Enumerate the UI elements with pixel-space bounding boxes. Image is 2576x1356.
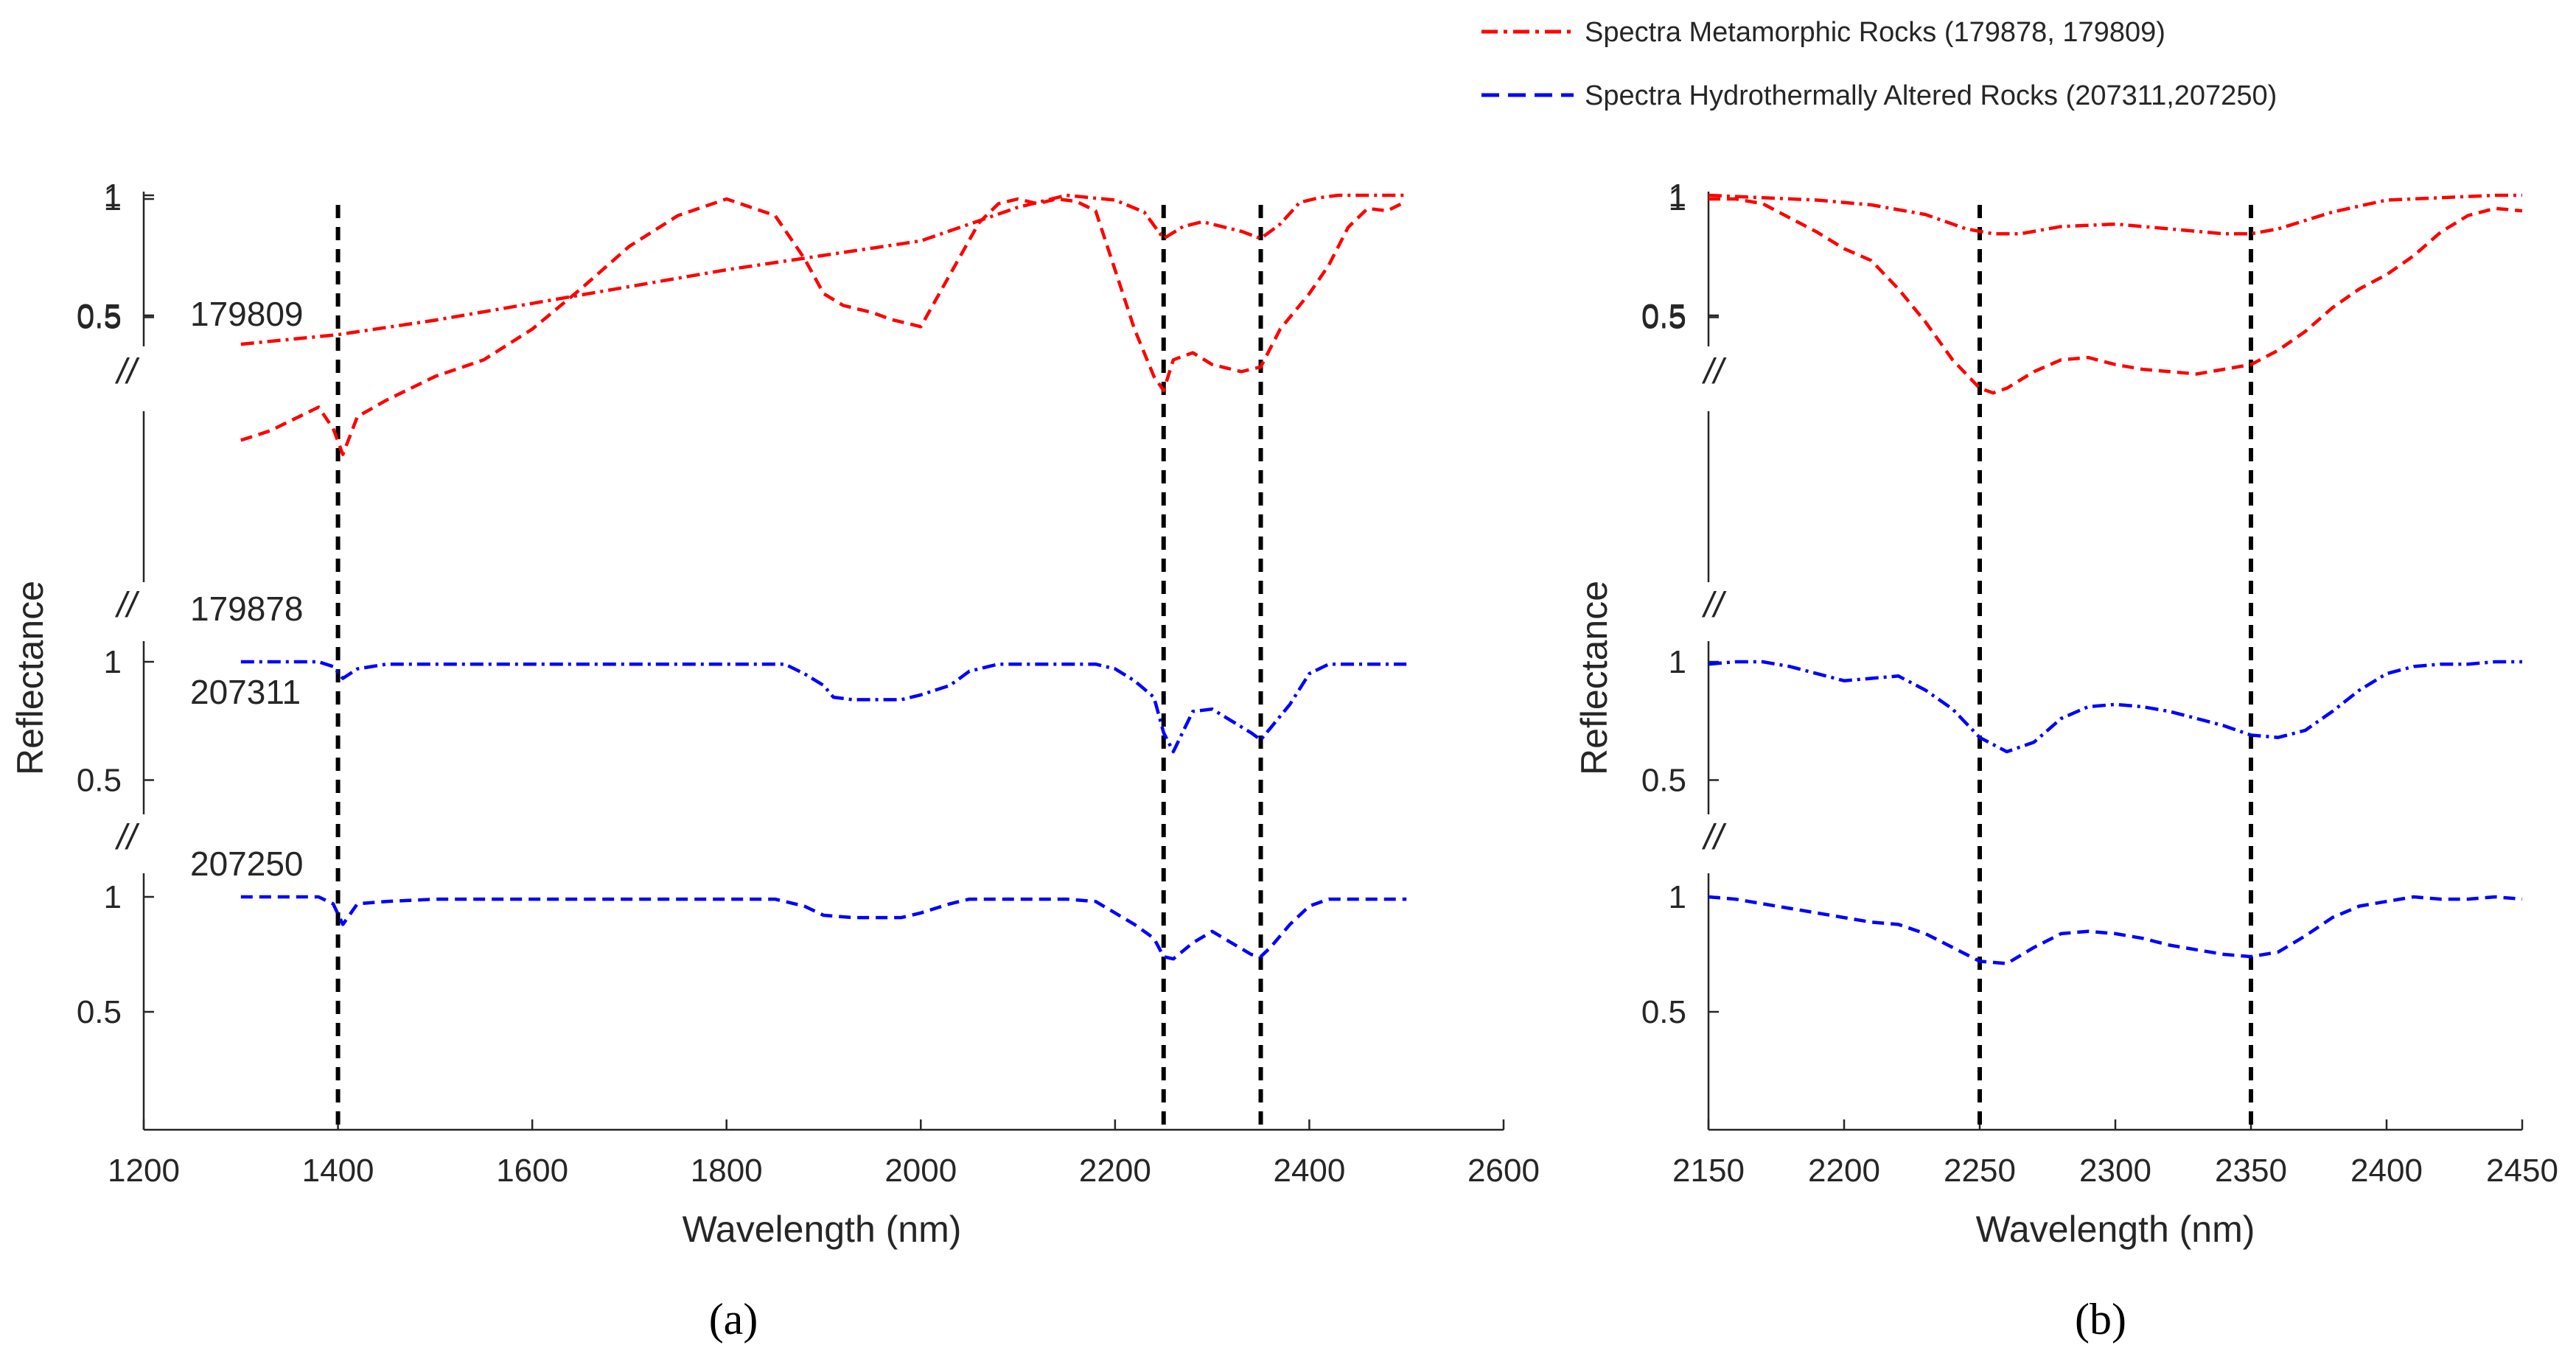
x-tick-label: 2200 xyxy=(1079,1153,1151,1189)
axis-break-mark: // xyxy=(1702,352,1727,391)
y-tick-label: 0.5 xyxy=(77,298,122,334)
axis-break-mark: // xyxy=(115,352,140,391)
legend: Spectra Metamorphic Rocks (179878, 17980… xyxy=(1481,17,2277,111)
y-tick-label: 0.5 xyxy=(1641,300,1686,336)
panel-a-y-ticks: 10.510.510.510.5 xyxy=(77,178,154,1030)
x-tick-label: 2400 xyxy=(2350,1153,2423,1189)
y-tick-label: 1 xyxy=(1669,879,1686,915)
legend-label-metamorphic: Spectra Metamorphic Rocks (179878, 17980… xyxy=(1585,17,2165,48)
x-tick-label: 2400 xyxy=(1273,1153,1345,1189)
sample-label-207311: 207311 xyxy=(190,673,301,711)
axis-break-mark: // xyxy=(115,818,140,857)
axis-break-mark: // xyxy=(115,586,140,625)
y-tick-label: 0.5 xyxy=(77,994,122,1030)
x-tick-label: 2250 xyxy=(1944,1153,2016,1189)
sample-label-207250: 207250 xyxy=(190,845,304,883)
panel-a-reference-lines xyxy=(335,205,1263,1130)
panel-b-reference-lines xyxy=(1978,205,2253,1130)
series-207311 xyxy=(1708,660,2522,754)
x-tick-label: 1400 xyxy=(302,1153,374,1189)
panel-a: // // // 10.510.510.510.5 1200 1400 1600 18… xyxy=(10,178,1540,1343)
x-tick-label: 1200 xyxy=(108,1153,180,1189)
y-tick-label: 1 xyxy=(1669,644,1686,680)
y-tick-label: 1 xyxy=(1669,178,1686,214)
y-tick-label: 1 xyxy=(104,178,122,214)
y-tick-label: 1 xyxy=(104,644,122,680)
panel-a-caption: (a) xyxy=(709,1295,758,1343)
x-tick-label: 2600 xyxy=(1467,1153,1540,1189)
x-tick-label: 2200 xyxy=(1808,1153,1880,1189)
series-207250 xyxy=(1708,895,2523,965)
series-179809 xyxy=(1708,193,2522,236)
panel-b-series xyxy=(1708,193,2523,965)
x-tick-label: 2300 xyxy=(2079,1153,2151,1189)
series-179878 xyxy=(240,197,1408,456)
y-tick-label: 0.5 xyxy=(1641,994,1686,1030)
panel-a-y-axis-title: Reflectance xyxy=(10,581,51,775)
axis-break-mark: // xyxy=(1702,586,1727,625)
series-179809 xyxy=(240,193,1407,346)
series-207250 xyxy=(240,895,1407,961)
panel-b-x-ticks: 2150 2200 2250 2300 2350 2400 2450 xyxy=(1672,1119,2558,1189)
y-tick-label: 0.5 xyxy=(77,300,122,336)
y-tick-label: 1 xyxy=(1669,181,1686,217)
series-179878 xyxy=(1708,197,2523,395)
y-tick-label: 0.5 xyxy=(1641,298,1686,334)
y-tick-label: 1 xyxy=(104,879,122,915)
x-tick-label: 1600 xyxy=(496,1153,568,1189)
y-tick-label: 1 xyxy=(104,181,122,217)
panel-a-x-axis-title: Wavelength (nm) xyxy=(683,1209,962,1250)
sample-label-179878: 179878 xyxy=(190,590,304,628)
x-tick-label: 2450 xyxy=(2486,1153,2558,1189)
series-207311 xyxy=(240,660,1407,754)
panel-a-x-ticks: 1200 1400 1600 1800 2000 2200 2400 2600 xyxy=(108,1119,1540,1189)
x-tick-label: 2350 xyxy=(2215,1153,2287,1189)
x-tick-label: 2150 xyxy=(1672,1153,1745,1189)
y-tick-label: 0.5 xyxy=(1641,763,1686,799)
panel-b-y-ticks: 10.510.510.510.5 xyxy=(1641,178,1719,1030)
panel-a-series xyxy=(240,193,1408,961)
x-tick-label: 1800 xyxy=(691,1153,763,1189)
panel-b-caption: (b) xyxy=(2075,1295,2126,1343)
panel-b-x-axis-title: Wavelength (nm) xyxy=(1976,1209,2255,1250)
panel-b-y-axis-title: Reflectance xyxy=(1574,581,1615,775)
panel-b: // // // 10.510.510.510.5 2150 2200 2250 23… xyxy=(1574,178,2558,1343)
y-tick-label: 0.5 xyxy=(77,763,122,799)
sample-label-179809: 179809 xyxy=(190,295,304,333)
x-tick-label: 2000 xyxy=(884,1153,957,1189)
legend-label-hydrothermal: Spectra Hydrothermally Altered Rocks (20… xyxy=(1585,80,2277,111)
axis-break-mark: // xyxy=(1702,818,1727,857)
